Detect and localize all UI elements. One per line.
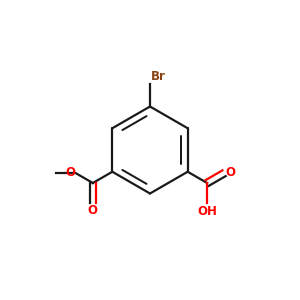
Text: O: O	[225, 166, 235, 179]
Text: O: O	[87, 204, 97, 217]
Text: Br: Br	[151, 70, 166, 83]
Text: OH: OH	[197, 205, 217, 218]
Text: O: O	[65, 166, 75, 179]
